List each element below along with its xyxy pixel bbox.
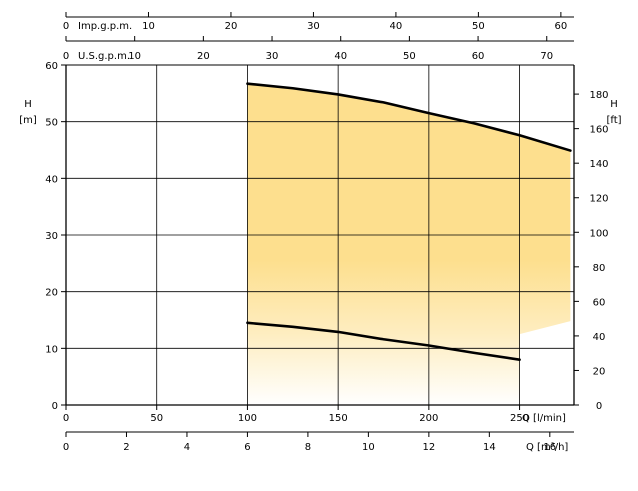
x-tick-label: 0 [63,413,69,424]
right-y-axis-title: H [610,99,618,110]
top-axis-2-tick-label: 20 [225,21,238,32]
top-axis-2-tick-label: 50 [472,21,485,32]
operating-area-layer [247,83,571,405]
top-axis-1-title: U.S.g.p.m. [78,51,130,62]
right-y-tick-label: 80 [593,263,606,274]
x-tick-label: 100 [238,413,257,424]
bottom-axis-tick-label: 0 [63,442,69,453]
left-y-tick-label: 0 [52,401,58,412]
x-tick-label: 150 [329,413,348,424]
grid-layer [66,65,574,405]
left-y-axis-unit: [m] [19,115,37,126]
right-y-tick-label: 160 [589,125,608,136]
left-y-tick-label: 60 [45,61,58,72]
top-axis-2-tick-label: 60 [555,21,568,32]
right-y-axis-unit: [ft] [606,115,621,126]
top-axis-1-tick-label: 0 [63,51,69,62]
curves-layer [246,82,572,361]
x-axis-title: Q [l/min] [522,413,566,424]
top-axis-1-tick-label: 40 [334,51,347,62]
x-tick-label: 250 [510,413,529,424]
left-y-tick-label: 40 [45,174,58,185]
right-y-tick-label: 100 [589,228,608,239]
top-axis-1-tick-label: 70 [540,51,553,62]
right-y-tick-label: 20 [593,366,606,377]
left-y-tick-label: 50 [45,118,58,129]
left-y-tick-label: 30 [45,231,58,242]
top-axis-1-tick-label: 20 [197,51,210,62]
right-y-tick-label: 120 [589,194,608,205]
right-y-tick-label: 40 [593,332,606,343]
bottom-axis-tick-label: 6 [244,442,250,453]
x-tick-label: 50 [150,413,163,424]
left-y-tick-label: 10 [45,344,58,355]
top-axis-2-tick-label: 40 [390,21,403,32]
right-y-tick-label: 0 [596,401,602,412]
bottom-axis-tick-label: 4 [184,442,190,453]
pump-curve-1 [246,82,572,152]
top-axis-1-tick-label: 30 [266,51,279,62]
bottom-axis-tick-label: 16 [543,442,556,453]
top-axis-1-tick-label: 50 [403,51,416,62]
top-axis-1-tick-label: 10 [128,51,141,62]
top-axis-2-tick-label: 30 [307,21,320,32]
pump-curve-2 [246,321,521,361]
right-y-tick-label: 140 [589,159,608,170]
left-y-tick-label: 20 [45,288,58,299]
operating-area [247,83,571,405]
bottom-axis-tick-label: 8 [305,442,311,453]
top-axis-2-tick-label: 0 [63,21,69,32]
bottom-axis-tick-label: 2 [123,442,129,453]
x-tick-label: 200 [419,413,438,424]
left-y-axis-title: H [24,99,32,110]
right-y-tick-label: 180 [589,90,608,101]
bottom-axis-tick-label: 12 [422,442,435,453]
top-axis-2-tick-label: 10 [142,21,155,32]
top-axis-1-tick-label: 60 [472,51,485,62]
axes-layer [61,12,579,437]
bottom-axis-tick-label: 14 [483,442,496,453]
bottom-axis-tick-label: 10 [362,442,375,453]
top-axis-2-title: Imp.g.p.m. [78,21,132,32]
right-y-tick-label: 60 [593,297,606,308]
bottom-axis-title: Q [m³/h] [526,442,568,453]
